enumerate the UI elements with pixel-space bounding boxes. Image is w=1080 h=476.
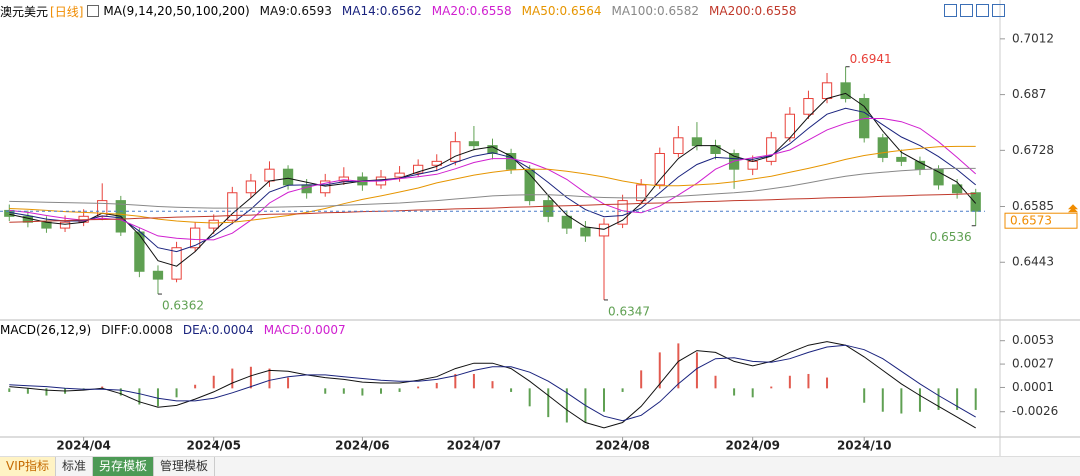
y-tick-label: 0.0001 <box>1012 380 1054 394</box>
candle-body <box>338 176 349 182</box>
y-tick-label: 0.7012 <box>1012 31 1054 45</box>
x-tick-label: 2024/08 <box>595 439 649 453</box>
icon[interactable] <box>944 4 957 17</box>
candle-body <box>320 180 331 194</box>
ma-line <box>9 118 977 241</box>
candle-body <box>227 192 238 221</box>
indicator-icon[interactable] <box>87 5 100 17</box>
candle-body <box>152 270 164 280</box>
candle-body <box>468 141 480 147</box>
candle-body <box>803 98 814 115</box>
last-price-label: 0.6573 <box>1010 214 1052 228</box>
toolbar-icons <box>944 4 1008 17</box>
candle-body <box>171 247 182 280</box>
x-tick-label: 2024/06 <box>335 439 389 453</box>
candle-body <box>654 152 665 186</box>
extreme-label: 0.6536 <box>930 230 972 244</box>
candle-body <box>580 227 591 237</box>
y-tick-label: 0.0027 <box>1012 357 1054 371</box>
candle-body <box>189 227 201 249</box>
candle-body <box>413 164 424 174</box>
legend-entry: MA9:0.6593 <box>259 4 332 18</box>
extreme-label: 0.6941 <box>850 52 892 66</box>
candle-body <box>598 223 610 237</box>
y-tick-label: -0.0026 <box>1012 404 1058 418</box>
macd-header: MACD(26,12,9) DIFF:0.0008 DEA:0.0004 MACD:… <box>0 322 356 338</box>
legend-entry: MA14:0.6562 <box>341 4 422 18</box>
candle-body <box>951 184 963 194</box>
macd-line <box>9 344 976 422</box>
candle-body <box>970 192 981 212</box>
candle-body <box>264 168 275 182</box>
candle-body <box>282 168 294 186</box>
y-tick-label: 0.6728 <box>1012 143 1054 157</box>
candle-body <box>59 221 71 229</box>
indicator-name: MACD(26,12,9) <box>0 323 92 337</box>
x-tick-label: 2024/10 <box>837 439 891 453</box>
legend-entry: DEA:0.0004 <box>182 323 254 337</box>
ma-line <box>9 107 977 253</box>
extreme-label: 0.6347 <box>608 304 650 318</box>
tab[interactable]: 标准 <box>56 457 94 476</box>
ma-line <box>9 92 977 267</box>
ma-line <box>9 145 976 224</box>
extreme-label: 0.6362 <box>162 299 204 313</box>
x-tick-label: 2024/05 <box>186 439 240 453</box>
indicator-name: MA(9,14,20,50,100,200) <box>103 4 250 18</box>
x-tick-label: 2024/07 <box>447 439 501 453</box>
last-price-arrow <box>1068 204 1078 213</box>
x-tick-label: 2024/09 <box>725 439 779 453</box>
icon[interactable] <box>960 4 973 17</box>
legend-entry: MA200:0.6558 <box>709 4 797 18</box>
candle-body <box>245 180 257 194</box>
ma-line <box>9 193 976 223</box>
legend-entry: DIFF:0.0008 <box>101 323 173 337</box>
candle-body <box>691 137 703 147</box>
legend-entry: MACD:0.0007 <box>263 323 346 337</box>
x-tick-label: 2024/04 <box>56 439 110 453</box>
candle-body <box>394 172 405 178</box>
ma-line <box>9 167 976 209</box>
candle-body <box>840 82 851 100</box>
legend-entry: MA50:0.6564 <box>521 4 602 18</box>
last-price-box <box>1004 212 1078 229</box>
candle-body <box>301 184 312 194</box>
icon[interactable] <box>992 4 1005 17</box>
candle-body <box>821 82 833 100</box>
candle-body <box>208 219 219 229</box>
candle-body <box>561 215 572 229</box>
candle-body <box>450 141 461 162</box>
legend-entry: MA100:0.6582 <box>611 4 700 18</box>
tab[interactable]: 管理模板 <box>154 457 216 476</box>
candle-body <box>747 160 758 170</box>
template-tabs: VIP指标 标准 另存模板 管理模板 <box>0 456 1080 476</box>
candle-body <box>617 200 628 225</box>
period[interactable]: [日线] <box>50 4 84 19</box>
candle-body <box>134 231 145 272</box>
legend-entry: MA20:0.6558 <box>431 4 512 18</box>
y-tick-label: 0.6443 <box>1012 255 1054 269</box>
macd-line <box>9 341 976 429</box>
candle-body <box>766 137 777 162</box>
candle-body <box>636 184 647 202</box>
y-tick-label: 0.0053 <box>1012 333 1054 347</box>
tab[interactable]: 另存模板 <box>93 457 155 476</box>
candle-body <box>673 137 684 154</box>
candle-body <box>41 221 52 229</box>
candle-body <box>877 137 888 158</box>
price-header: 澳元美元 [日线] MA(9,14,20,50,100,200) MA9:0.6… <box>0 3 807 19</box>
symbol: 澳元美元 <box>0 4 49 19</box>
icon[interactable] <box>976 4 989 17</box>
y-tick-label: 0.6585 <box>1012 199 1054 213</box>
candle-body <box>543 200 554 217</box>
candle-body <box>710 145 721 154</box>
candle-body <box>896 156 907 162</box>
tab[interactable]: VIP指标 <box>0 457 56 476</box>
y-tick-label: 0.687 <box>1012 87 1046 101</box>
